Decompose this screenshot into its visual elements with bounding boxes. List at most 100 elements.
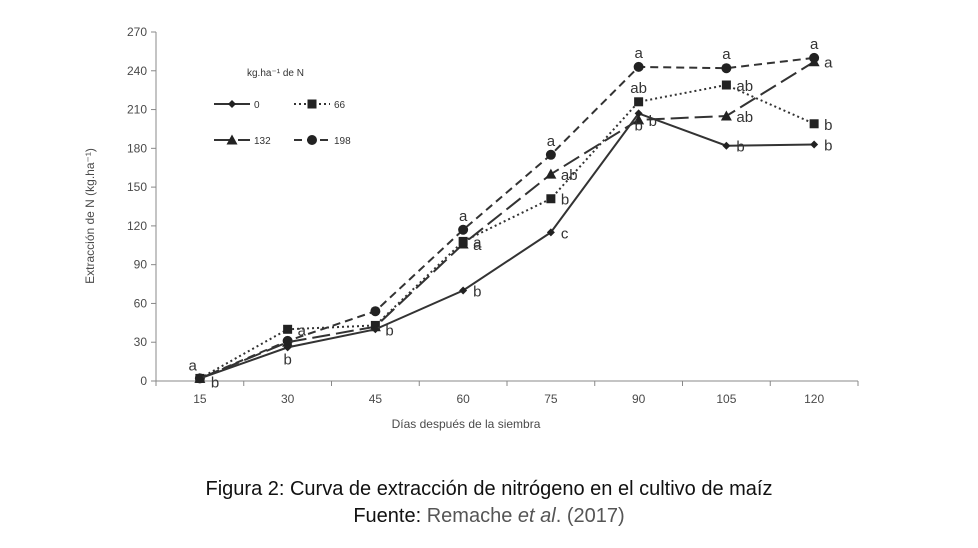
y-tick-label: 240 bbox=[127, 64, 147, 78]
series-132 bbox=[194, 56, 820, 383]
figure-source: Fuente: Remache et al. (2017) bbox=[0, 505, 978, 528]
significance-label: b bbox=[385, 322, 393, 339]
series-point-132 bbox=[282, 336, 294, 347]
legend-item-198: 198 bbox=[294, 135, 351, 147]
legend-label: 198 bbox=[334, 136, 351, 147]
significance-label: b bbox=[824, 117, 832, 134]
series-198 bbox=[194, 52, 820, 384]
y-axis-title: Extracción de N (kg.ha⁻¹) bbox=[83, 148, 97, 284]
significance-label: a bbox=[189, 357, 198, 374]
significance-label: a bbox=[810, 36, 819, 53]
series-point-132 bbox=[808, 56, 820, 67]
series-point-198 bbox=[545, 149, 556, 160]
x-tick-label: 120 bbox=[804, 392, 824, 406]
series-point-198 bbox=[370, 306, 381, 317]
legend-label: 0 bbox=[254, 100, 260, 111]
y-tick-label: 0 bbox=[140, 374, 147, 388]
series-point-198 bbox=[458, 224, 469, 235]
significance-label: ab bbox=[736, 109, 753, 126]
significance-label: b bbox=[736, 139, 744, 156]
y-tick-label: 270 bbox=[127, 25, 147, 39]
source-year: . (2017) bbox=[555, 505, 625, 527]
significance-label: ab bbox=[630, 80, 647, 97]
significance-label: a bbox=[634, 45, 643, 62]
significance-label: b bbox=[283, 351, 291, 368]
figure-caption: Figura 2: Curva de extracción de nitróge… bbox=[205, 478, 773, 500]
significance-label: b bbox=[649, 113, 657, 130]
significance-label: b bbox=[824, 137, 832, 154]
y-tick-label: 90 bbox=[134, 258, 148, 272]
series-point-132 bbox=[720, 110, 732, 121]
source-etal: et al bbox=[517, 505, 556, 527]
series-point-0 bbox=[546, 228, 555, 237]
source-label: Fuente: bbox=[353, 505, 422, 527]
legend-swatch-marker bbox=[307, 99, 317, 109]
series-point-0 bbox=[722, 141, 731, 150]
significance-label: a bbox=[459, 208, 468, 225]
x-tick-label: 75 bbox=[544, 392, 558, 406]
significance-label: c bbox=[561, 225, 569, 242]
series-line-132 bbox=[199, 60, 815, 380]
x-tick-label: 60 bbox=[456, 392, 470, 406]
legend-title: kg.ha⁻¹ de N bbox=[247, 68, 304, 79]
series-point-66 bbox=[546, 194, 556, 204]
significance-label: b bbox=[211, 374, 219, 391]
series-point-0 bbox=[283, 343, 292, 352]
y-tick-label: 150 bbox=[127, 180, 147, 194]
significance-label: b bbox=[634, 117, 642, 134]
x-tick-label: 30 bbox=[281, 392, 295, 406]
series-line-0 bbox=[199, 112, 815, 380]
series-point-0 bbox=[810, 140, 819, 149]
series-point-198 bbox=[633, 61, 644, 72]
legend-item-66: 66 bbox=[294, 99, 346, 111]
significance-label: ab bbox=[561, 167, 578, 184]
legend-label: 132 bbox=[254, 136, 271, 147]
series-0 bbox=[195, 109, 819, 383]
series-point-0 bbox=[195, 374, 204, 383]
x-tick-label: 90 bbox=[632, 392, 646, 406]
y-tick-label: 30 bbox=[134, 335, 148, 349]
y-tick-label: 210 bbox=[127, 103, 147, 117]
x-axis-title: Días después de la siembra bbox=[392, 417, 541, 431]
significance-label: b bbox=[561, 192, 569, 209]
series-line-66 bbox=[199, 83, 815, 380]
significance-label: a bbox=[473, 234, 482, 251]
legend-swatch-marker bbox=[226, 134, 238, 145]
series-point-66 bbox=[634, 97, 644, 107]
series-point-198 bbox=[721, 63, 732, 74]
series-point-66 bbox=[283, 324, 293, 334]
chart-axes: 0 30 60 90 120 150 180 210 240 270 15 30 45 60 75 90 105… bbox=[127, 25, 859, 406]
significance-label: a bbox=[298, 322, 307, 339]
series-point-66 bbox=[809, 119, 819, 129]
x-tick-label: 15 bbox=[193, 392, 207, 406]
series-point-66 bbox=[721, 80, 731, 90]
chart: 0 30 60 90 120 150 180 210 240 270 15 30 45 60 75 90 105… bbox=[83, 25, 859, 431]
x-tick-label: 105 bbox=[716, 392, 736, 406]
series-line-198 bbox=[199, 56, 815, 380]
y-tick-label: 60 bbox=[134, 296, 148, 310]
significance-label: b bbox=[473, 284, 481, 301]
significance-label: a bbox=[722, 46, 731, 63]
legend-swatch-marker bbox=[307, 135, 317, 145]
series-point-0 bbox=[371, 325, 380, 334]
series-point-0 bbox=[459, 286, 468, 295]
x-tick-label: 45 bbox=[369, 392, 383, 406]
series-point-132 bbox=[545, 168, 557, 179]
series-point-0 bbox=[634, 109, 643, 118]
source-author: Remache bbox=[426, 505, 513, 527]
series-point-66 bbox=[458, 236, 468, 246]
legend-item-0: 0 bbox=[214, 100, 260, 111]
chart-series bbox=[194, 52, 820, 384]
significance-label: a bbox=[473, 237, 482, 254]
significance-label: a bbox=[547, 133, 556, 150]
series-point-132 bbox=[633, 114, 645, 125]
chart-legend: kg.ha⁻¹ de N 0 66 132 198 bbox=[214, 68, 351, 147]
legend-swatch-marker bbox=[228, 100, 236, 108]
y-tick-label: 180 bbox=[127, 141, 147, 155]
y-tick-label: 120 bbox=[127, 219, 147, 233]
significance-label: a bbox=[824, 55, 833, 72]
legend-item-132: 132 bbox=[214, 134, 271, 147]
legend-label: 66 bbox=[334, 100, 346, 111]
significance-label: ab bbox=[736, 78, 753, 95]
